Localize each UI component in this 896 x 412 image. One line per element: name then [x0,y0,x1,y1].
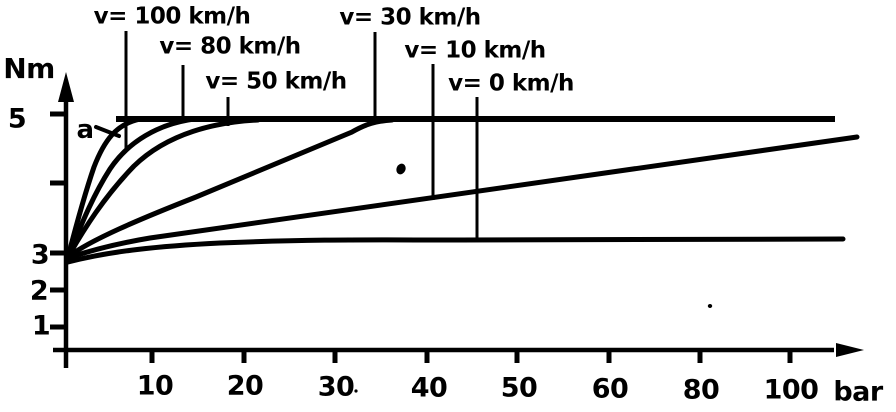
x-axis-arrowhead-icon [836,343,864,357]
x-tick-label-20: 20 [226,370,264,402]
curve-label-v10: v= 10 km/h [404,37,546,64]
annotation-a: a [76,115,94,145]
x-axis-unit-label: bar [833,376,883,408]
curve-v0 [65,236,846,265]
ink-speck [707,304,713,308]
x-tick-label-40: 40 [410,372,448,404]
curve-label-v80: v= 80 km/h [159,33,301,60]
curve-v10 [65,134,860,261]
y-tick-label-2: 2 [29,275,49,307]
curve-label-v30: v= 30 km/h [339,4,481,31]
curve-v80 [65,116,197,260]
x-tick-label-80: 80 [682,374,720,406]
curve-v30 [65,117,395,260]
y-axis-unit-label: Nm [3,52,55,85]
ink-speck [354,389,358,393]
x-tick-label-60: 60 [591,373,629,405]
curve-v50 [65,117,261,260]
x-tick-label-100: 100 [763,374,819,406]
curve-label-v100: v= 100 km/h [93,3,251,30]
curve-label-v50: v= 50 km/h [205,68,347,95]
curve-v100 [65,116,143,260]
curve-label-v0: v= 0 km/h [448,70,574,97]
y-tick-label-3: 3 [30,239,50,271]
y-tick-label-1: 1 [31,310,51,342]
y-tick-label-5: 5 [7,103,27,135]
y-axis-arrowhead-icon [58,72,74,102]
ink-speck [396,163,406,175]
x-tick-label-30: 30 [317,371,355,403]
annotation-a-dash [94,125,121,138]
x-tick-label-50: 50 [500,372,538,404]
x-tick-label-10: 10 [136,370,174,402]
